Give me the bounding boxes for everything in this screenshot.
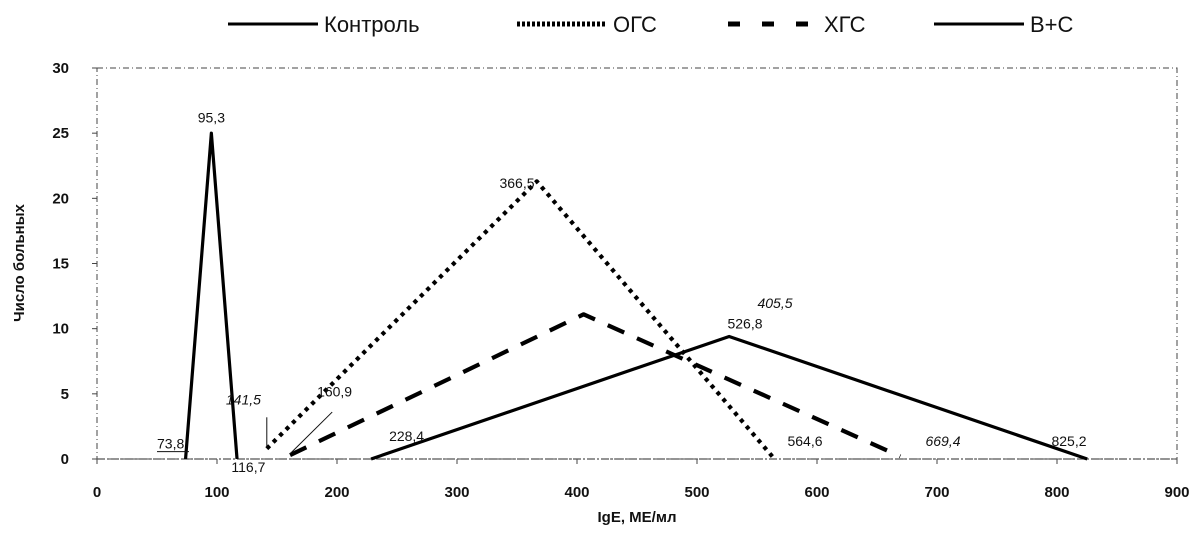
x-tick-label: 300: [444, 484, 469, 501]
y-tick-label: 20: [52, 190, 69, 207]
data-annotations: 95,3 73,8 116,7 141,5 160,9 228,4 366,5 405,5 52…: [157, 110, 1087, 475]
x-tick-label: 500: [684, 484, 709, 501]
data-label: 73,8: [157, 436, 184, 452]
x-tick-label: 800: [1044, 484, 1069, 501]
x-tick-label: 400: [564, 484, 589, 501]
series-line-3: [289, 312, 902, 459]
x-tick-label: 200: [324, 484, 349, 501]
y-tick-label: 25: [52, 125, 69, 142]
data-label: 564,6: [787, 433, 822, 449]
data-label: 95,3: [198, 110, 225, 126]
data-label: 228,4: [389, 428, 424, 444]
series-line-1: [183, 131, 239, 460]
data-label: 669,4: [925, 433, 960, 449]
y-tick-label: 30: [52, 60, 69, 77]
x-axis-title: IgE, МЕ/мл: [598, 509, 677, 526]
data-label: 160,9: [317, 383, 352, 399]
data-label: 825,2: [1051, 433, 1086, 449]
leader-line: [289, 411, 333, 455]
legend-label-3: ХГС: [824, 12, 866, 37]
series-line-2: [265, 179, 777, 461]
y-tick-label: 5: [61, 386, 69, 403]
x-tick-label: 900: [1164, 484, 1189, 501]
y-tick-label: 15: [52, 256, 69, 273]
data-label: 526,8: [727, 316, 762, 332]
data-series: [183, 131, 1088, 461]
y-tick-label: 10: [52, 321, 69, 338]
data-label: 366,5: [499, 175, 534, 191]
legend-label-1: Контроль: [324, 12, 420, 37]
chart-legend: Контроль ОГС ХГС В+С: [228, 12, 1074, 37]
legend-label-2: ОГС: [613, 12, 657, 37]
y-axis-title: Число больных: [11, 203, 28, 321]
data-label: 405,5: [757, 295, 792, 311]
legend-label-4: В+С: [1030, 12, 1074, 37]
x-tick-label: 600: [804, 484, 829, 501]
x-tick-label: 100: [204, 484, 229, 501]
series-line-4: [370, 334, 1088, 461]
x-axis-ticks: 0 100 200 300 400 500 600 700 800 900: [93, 459, 1190, 501]
x-tick-label: 700: [924, 484, 949, 501]
y-axis-ticks: 0 5 10 15 20 25 30: [52, 60, 97, 468]
y-tick-label: 0: [61, 451, 69, 468]
data-label: 116,7: [231, 459, 265, 475]
data-label: 141,5: [226, 391, 261, 407]
x-tick-label: 0: [93, 484, 101, 501]
